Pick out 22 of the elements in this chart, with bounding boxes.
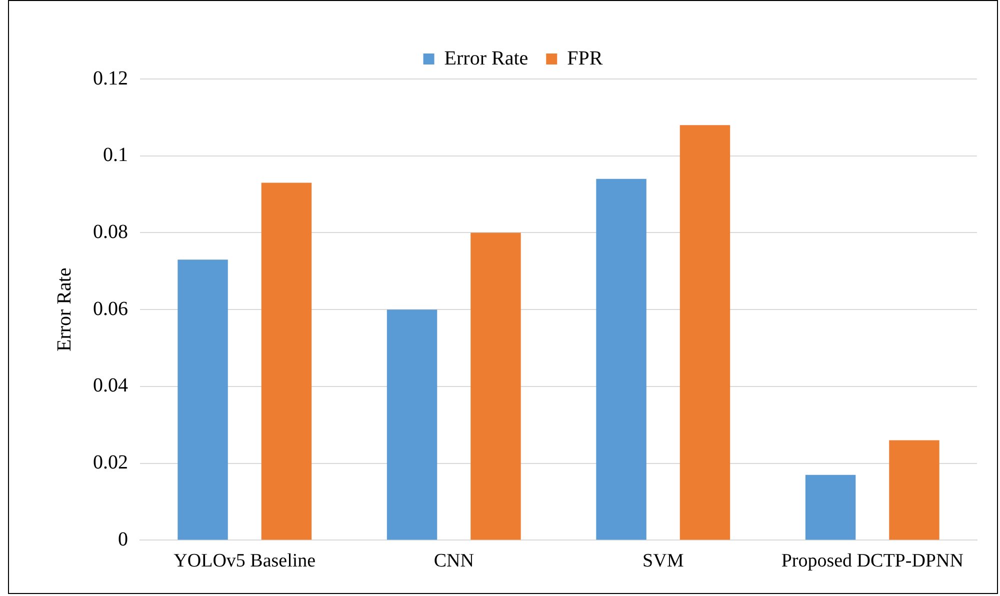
y-tick-label: 0.06 (93, 298, 128, 320)
y-tick-label: 0.02 (93, 452, 128, 474)
y-axis-title: Error Rate (53, 268, 76, 352)
y-tick-label: 0.1 (103, 144, 128, 166)
x-tick-label: CNN (434, 550, 474, 572)
bar (386, 310, 438, 540)
bar (805, 474, 856, 540)
y-tick-label: 0 (118, 528, 128, 550)
y-tick-label: 0.12 (93, 67, 128, 90)
y-tick-label: 0.04 (93, 374, 128, 397)
y-tick-label: 0.08 (93, 220, 128, 243)
bar (261, 182, 312, 540)
x-tick-label: Proposed DCTP-DPNN (781, 550, 964, 572)
bar (680, 125, 730, 540)
bar (596, 178, 646, 540)
legend-label: Error Rate (444, 47, 528, 70)
x-tick-label: YOLOv5 Baseline (174, 550, 316, 572)
bar (470, 232, 521, 540)
x-tick-label: SVM (642, 550, 684, 572)
legend-label: FPR (567, 47, 604, 70)
bar (178, 260, 228, 540)
bar (889, 440, 940, 540)
